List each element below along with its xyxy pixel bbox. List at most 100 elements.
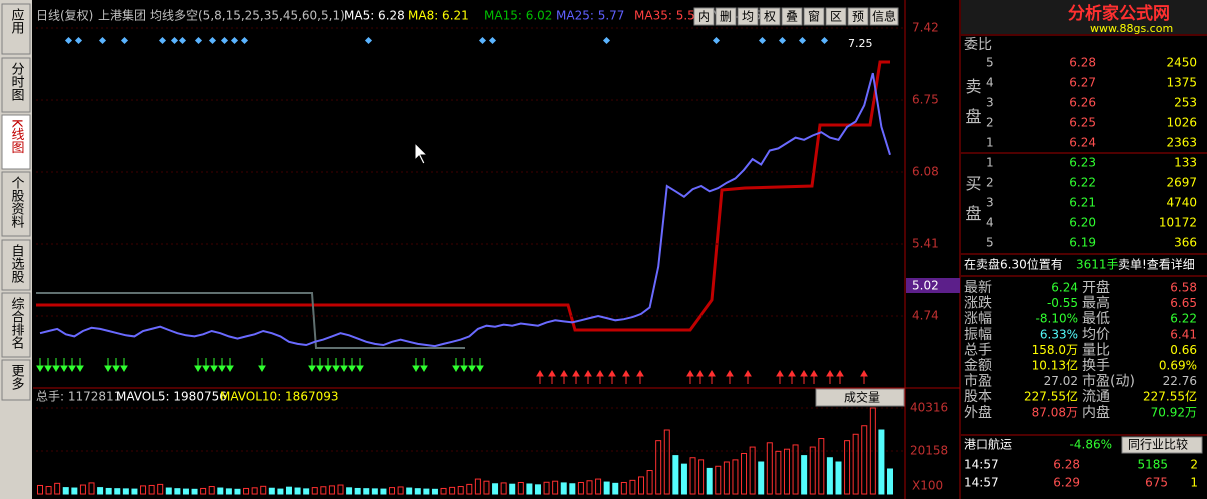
volume-menu-label[interactable]: 成交量 bbox=[844, 390, 880, 405]
toolbar-button-label[interactable]: 删 bbox=[720, 10, 732, 24]
sidebar-tab-label[interactable]: 应用 bbox=[9, 7, 25, 35]
volume-bar bbox=[878, 429, 885, 495]
signal-arrow-down bbox=[348, 358, 356, 372]
signal-arrow-down bbox=[226, 358, 234, 372]
sidebar-tab[interactable] bbox=[1, 171, 31, 237]
volume-bar bbox=[629, 479, 636, 495]
current-price-label: 5.02 bbox=[912, 279, 939, 293]
signal-arrow-down bbox=[112, 358, 120, 372]
sell-label: 卖盘 bbox=[963, 78, 982, 138]
trade-time: 14:57 bbox=[964, 476, 999, 490]
volume-bar bbox=[620, 481, 627, 495]
volume-bar bbox=[174, 488, 181, 495]
toolbar-button[interactable] bbox=[825, 7, 847, 26]
toolbar-button[interactable] bbox=[847, 7, 869, 26]
price-tick-label: 6.75 bbox=[912, 93, 939, 107]
stat-value: -0.55 bbox=[1047, 296, 1078, 310]
stat-value: 6.41 bbox=[1170, 327, 1197, 341]
signal-arrow-down bbox=[420, 358, 428, 372]
signal-arrow-up bbox=[548, 370, 556, 384]
signal-diamond bbox=[170, 36, 179, 45]
toolbar-button[interactable] bbox=[737, 7, 759, 26]
book-volume: 4740 bbox=[1166, 196, 1197, 210]
logo-title: 分析家公式网 bbox=[1068, 3, 1170, 24]
sidebar-tab-label[interactable]: 自选股 bbox=[9, 244, 25, 284]
sidebar-tab[interactable] bbox=[1, 57, 31, 113]
book-price: 6.26 bbox=[1069, 96, 1096, 110]
signal-arrow-up bbox=[560, 370, 568, 384]
sidebar-tab[interactable] bbox=[1, 359, 31, 401]
trade-volume: 5185 bbox=[1137, 458, 1168, 472]
signal-arrow-up bbox=[536, 370, 544, 384]
volume-bar bbox=[758, 461, 765, 495]
header-text: MA5: 6.28 bbox=[344, 9, 405, 23]
signal-arrow-down bbox=[44, 358, 52, 372]
toolbar-button-label[interactable]: 叠 bbox=[786, 10, 798, 24]
sidebar-tab-label[interactable]: 个股资料 bbox=[9, 176, 25, 228]
logo-bg bbox=[961, 0, 1207, 34]
signal-arrow-up bbox=[826, 370, 834, 384]
sidebar-tab[interactable] bbox=[1, 239, 31, 291]
signal-diamond bbox=[158, 36, 167, 45]
signal-arrow-down bbox=[412, 358, 420, 372]
volume-bar bbox=[234, 488, 241, 495]
toolbar-button[interactable] bbox=[693, 7, 715, 26]
toolbar-button[interactable] bbox=[715, 7, 737, 26]
header-text: 上港集团 bbox=[98, 8, 146, 23]
stat-value: 6.65 bbox=[1170, 296, 1197, 310]
book-price: 6.20 bbox=[1069, 216, 1096, 230]
toolbar-button[interactable] bbox=[781, 7, 803, 26]
toolbar-button-label[interactable]: 区 bbox=[830, 10, 842, 24]
volume-bar bbox=[517, 481, 524, 495]
toolbar-button[interactable] bbox=[759, 7, 781, 26]
sidebar-tab[interactable] bbox=[1, 292, 31, 358]
header-text: MA15: 6.02 bbox=[484, 9, 552, 23]
signal-arrow-down bbox=[468, 358, 476, 372]
toolbar-button-label[interactable]: 信息 bbox=[872, 9, 896, 24]
industry-button[interactable] bbox=[1121, 436, 1203, 454]
volume-tick-label: 40316 bbox=[910, 401, 948, 415]
buy-label: 买盘 bbox=[963, 175, 982, 235]
stat-value: 22.76 bbox=[1163, 374, 1197, 388]
signal-diamond bbox=[194, 36, 203, 45]
price-tick-label: 7.42 bbox=[912, 21, 939, 35]
volume-bar bbox=[303, 488, 310, 495]
book-volume: 133 bbox=[1174, 156, 1197, 170]
volume-bar bbox=[449, 486, 456, 495]
industry-name: 港口航运 bbox=[964, 437, 1012, 452]
volume-bar bbox=[603, 481, 610, 495]
toolbar-button[interactable] bbox=[869, 7, 899, 26]
signal-arrow-down bbox=[120, 358, 128, 372]
signal-diamond bbox=[712, 36, 721, 45]
volume-bar bbox=[543, 481, 550, 495]
volume-bar bbox=[268, 487, 275, 495]
book-volume: 1375 bbox=[1166, 76, 1197, 90]
volume-bar bbox=[612, 482, 619, 495]
toolbar-button-label[interactable]: 均 bbox=[742, 10, 754, 24]
sidebar-tab[interactable] bbox=[1, 114, 31, 170]
industry-change: -4.86% bbox=[1070, 438, 1112, 452]
stat-value: 6.33% bbox=[1040, 327, 1078, 341]
volume-bar bbox=[217, 487, 224, 495]
volume-bar bbox=[569, 483, 576, 495]
toolbar-button[interactable] bbox=[803, 7, 825, 26]
toolbar-button-label[interactable]: 预 bbox=[852, 10, 864, 24]
industry-button-label[interactable]: 同行业比较 bbox=[1128, 437, 1188, 452]
signal-arrow-up bbox=[836, 370, 844, 384]
toolbar-button-label[interactable]: 权 bbox=[764, 10, 776, 24]
sidebar-tab-label[interactable]: 综合排名 bbox=[9, 297, 25, 349]
notice-link[interactable]: 卖单!查看详细 bbox=[1118, 257, 1195, 272]
signal-arrow-up bbox=[584, 370, 592, 384]
volume-menu[interactable] bbox=[815, 388, 905, 407]
toolbar-button-label[interactable]: 内 bbox=[698, 10, 710, 24]
volume-bar bbox=[131, 488, 138, 495]
book-volume: 366 bbox=[1174, 236, 1197, 250]
signal-arrow-down bbox=[258, 358, 266, 372]
book-level: 5 bbox=[986, 236, 994, 250]
sidebar-tab-label[interactable]: 分时图 bbox=[9, 62, 25, 101]
sidebar-tab[interactable] bbox=[1, 3, 31, 55]
toolbar-button-label[interactable]: 窗 bbox=[808, 10, 820, 24]
volume-bar bbox=[732, 459, 739, 495]
sidebar-tab-label[interactable]: 更多 bbox=[9, 364, 25, 390]
sidebar-tab-label[interactable]: K线图 bbox=[9, 119, 25, 154]
